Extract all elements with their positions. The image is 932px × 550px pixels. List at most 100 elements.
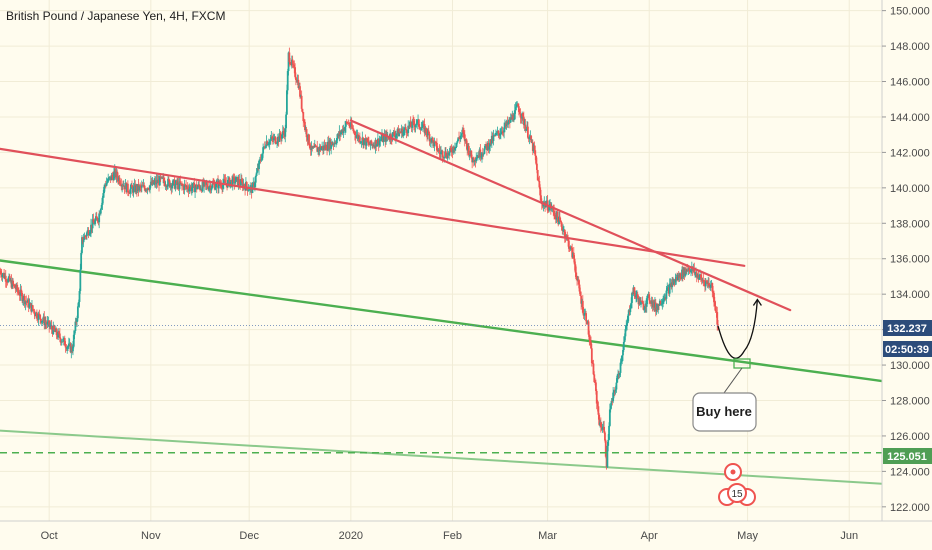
candle-body [64, 345, 67, 348]
candle-body [129, 188, 132, 194]
candle-body [629, 307, 632, 313]
candle-body [101, 197, 104, 205]
candle-body [435, 141, 437, 143]
candle-body [597, 406, 600, 415]
candle-body [500, 131, 503, 134]
candle-body [260, 159, 263, 161]
projection-curve [717, 299, 759, 359]
candle-body [110, 175, 113, 181]
candle-body [285, 90, 288, 115]
candle-body [716, 312, 719, 325]
candle-body [107, 178, 110, 182]
candle-body [449, 148, 451, 153]
candle-body [282, 131, 285, 134]
candle-body [621, 355, 624, 362]
candle-body [566, 235, 569, 239]
candle-body [190, 187, 193, 191]
candle-body [158, 176, 161, 186]
candle-body [286, 71, 289, 91]
candle-body [476, 157, 478, 159]
price-tick-label: 128.000 [890, 395, 930, 407]
candle-body [612, 392, 615, 402]
candle-body [514, 107, 517, 111]
candle-body [301, 108, 304, 113]
candle-body [262, 147, 265, 154]
candle-body [590, 342, 592, 349]
candle-body [569, 246, 572, 249]
candle-body [294, 67, 296, 77]
candle-body [458, 137, 460, 139]
candle-body [98, 213, 101, 223]
candle-body [581, 300, 584, 313]
candle-body [668, 283, 671, 294]
candle-body [425, 127, 428, 133]
candle-body [663, 299, 665, 301]
candle-body [577, 279, 580, 285]
candle-body [293, 64, 296, 68]
candle-body [636, 294, 639, 299]
candle-body [99, 213, 101, 215]
candle-body [619, 362, 622, 373]
candle-body [302, 112, 305, 122]
candle-body [634, 293, 637, 298]
candle-body [657, 304, 660, 311]
candle-body [547, 210, 550, 212]
candle-body [609, 405, 612, 410]
candle-body [654, 302, 657, 312]
time-axis-ticks: Oct Nov Dec 2020 Feb Mar Apr May Jun [41, 530, 858, 542]
candle-body [238, 179, 241, 184]
candle-body [168, 180, 171, 187]
candle-body [646, 295, 649, 299]
candle-body [474, 161, 477, 162]
candle-body [524, 124, 527, 131]
candle-body [427, 130, 430, 134]
candle-body [446, 152, 449, 159]
candle-body [72, 334, 75, 347]
candle-body [333, 142, 336, 145]
candle-body [665, 290, 668, 299]
candle-body [358, 136, 361, 143]
candle-body [217, 181, 220, 189]
time-tick-label: Nov [141, 530, 161, 542]
event-badges[interactable]: 15 [718, 463, 756, 506]
candle-body [223, 179, 226, 181]
candle-body [420, 127, 423, 131]
candle-body [152, 180, 155, 185]
candle-body [395, 135, 397, 138]
event-badge-count: 15 [731, 489, 743, 500]
price-tick-label: 146.000 [890, 77, 930, 89]
candle-body [391, 132, 394, 140]
price-tick-label: 136.000 [890, 254, 930, 266]
candle-body [149, 185, 151, 190]
buy-here-callout[interactable]: Buy here [692, 367, 757, 432]
candle-body [61, 341, 64, 343]
event-badge-icon[interactable] [727, 483, 747, 503]
green-trendline [0, 259, 884, 383]
candle-body [616, 375, 619, 383]
candle-body [278, 133, 281, 142]
candle-body [63, 338, 66, 346]
candle-body [37, 313, 40, 321]
candle-body [85, 236, 87, 237]
callout-text: Buy here [696, 404, 752, 419]
candle-body [372, 144, 374, 147]
price-axis[interactable] [882, 0, 932, 521]
candle-body [643, 308, 646, 310]
red-trendline-short [349, 119, 792, 312]
candle-body [67, 346, 69, 348]
candle-body [548, 206, 551, 211]
candle-body [559, 220, 562, 223]
candle-body [6, 281, 9, 283]
candle-body [203, 181, 206, 187]
candle-body [460, 133, 463, 136]
candle-body [40, 321, 43, 323]
time-axis[interactable] [0, 521, 882, 550]
candle-body [411, 120, 414, 128]
candle-body [31, 305, 34, 310]
candle-body [534, 150, 537, 156]
candle-body [413, 120, 415, 125]
candle-body [163, 178, 165, 182]
candle-body [198, 184, 201, 187]
candle-body [23, 295, 26, 305]
